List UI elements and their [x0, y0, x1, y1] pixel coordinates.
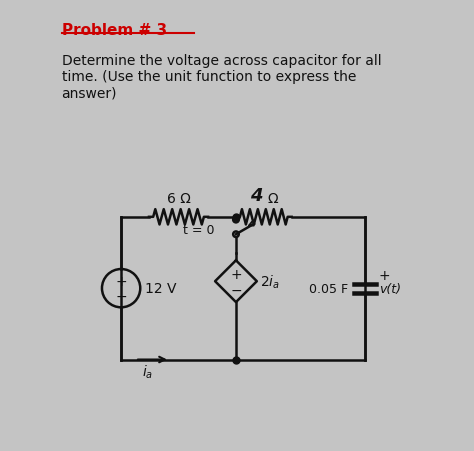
- Text: 0.05 F: 0.05 F: [309, 282, 348, 295]
- Text: 6 Ω: 6 Ω: [166, 191, 191, 205]
- Text: 4: 4: [250, 186, 262, 204]
- Text: t = 0: t = 0: [183, 223, 214, 236]
- Text: v(t): v(t): [379, 282, 401, 295]
- Text: $2i_a$: $2i_a$: [260, 273, 280, 290]
- Text: −: −: [230, 283, 242, 297]
- Text: −: −: [115, 289, 127, 303]
- Text: $i_a$: $i_a$: [142, 363, 153, 380]
- Text: 12 V: 12 V: [146, 281, 177, 295]
- Text: +: +: [379, 268, 390, 282]
- Text: Problem # 3: Problem # 3: [62, 23, 167, 37]
- Text: Determine the voltage across capacitor for all
time. (Use the unit function to e: Determine the voltage across capacitor f…: [62, 54, 381, 101]
- Text: +: +: [115, 274, 127, 288]
- Text: +: +: [230, 267, 242, 281]
- Text: Ω: Ω: [267, 191, 278, 205]
